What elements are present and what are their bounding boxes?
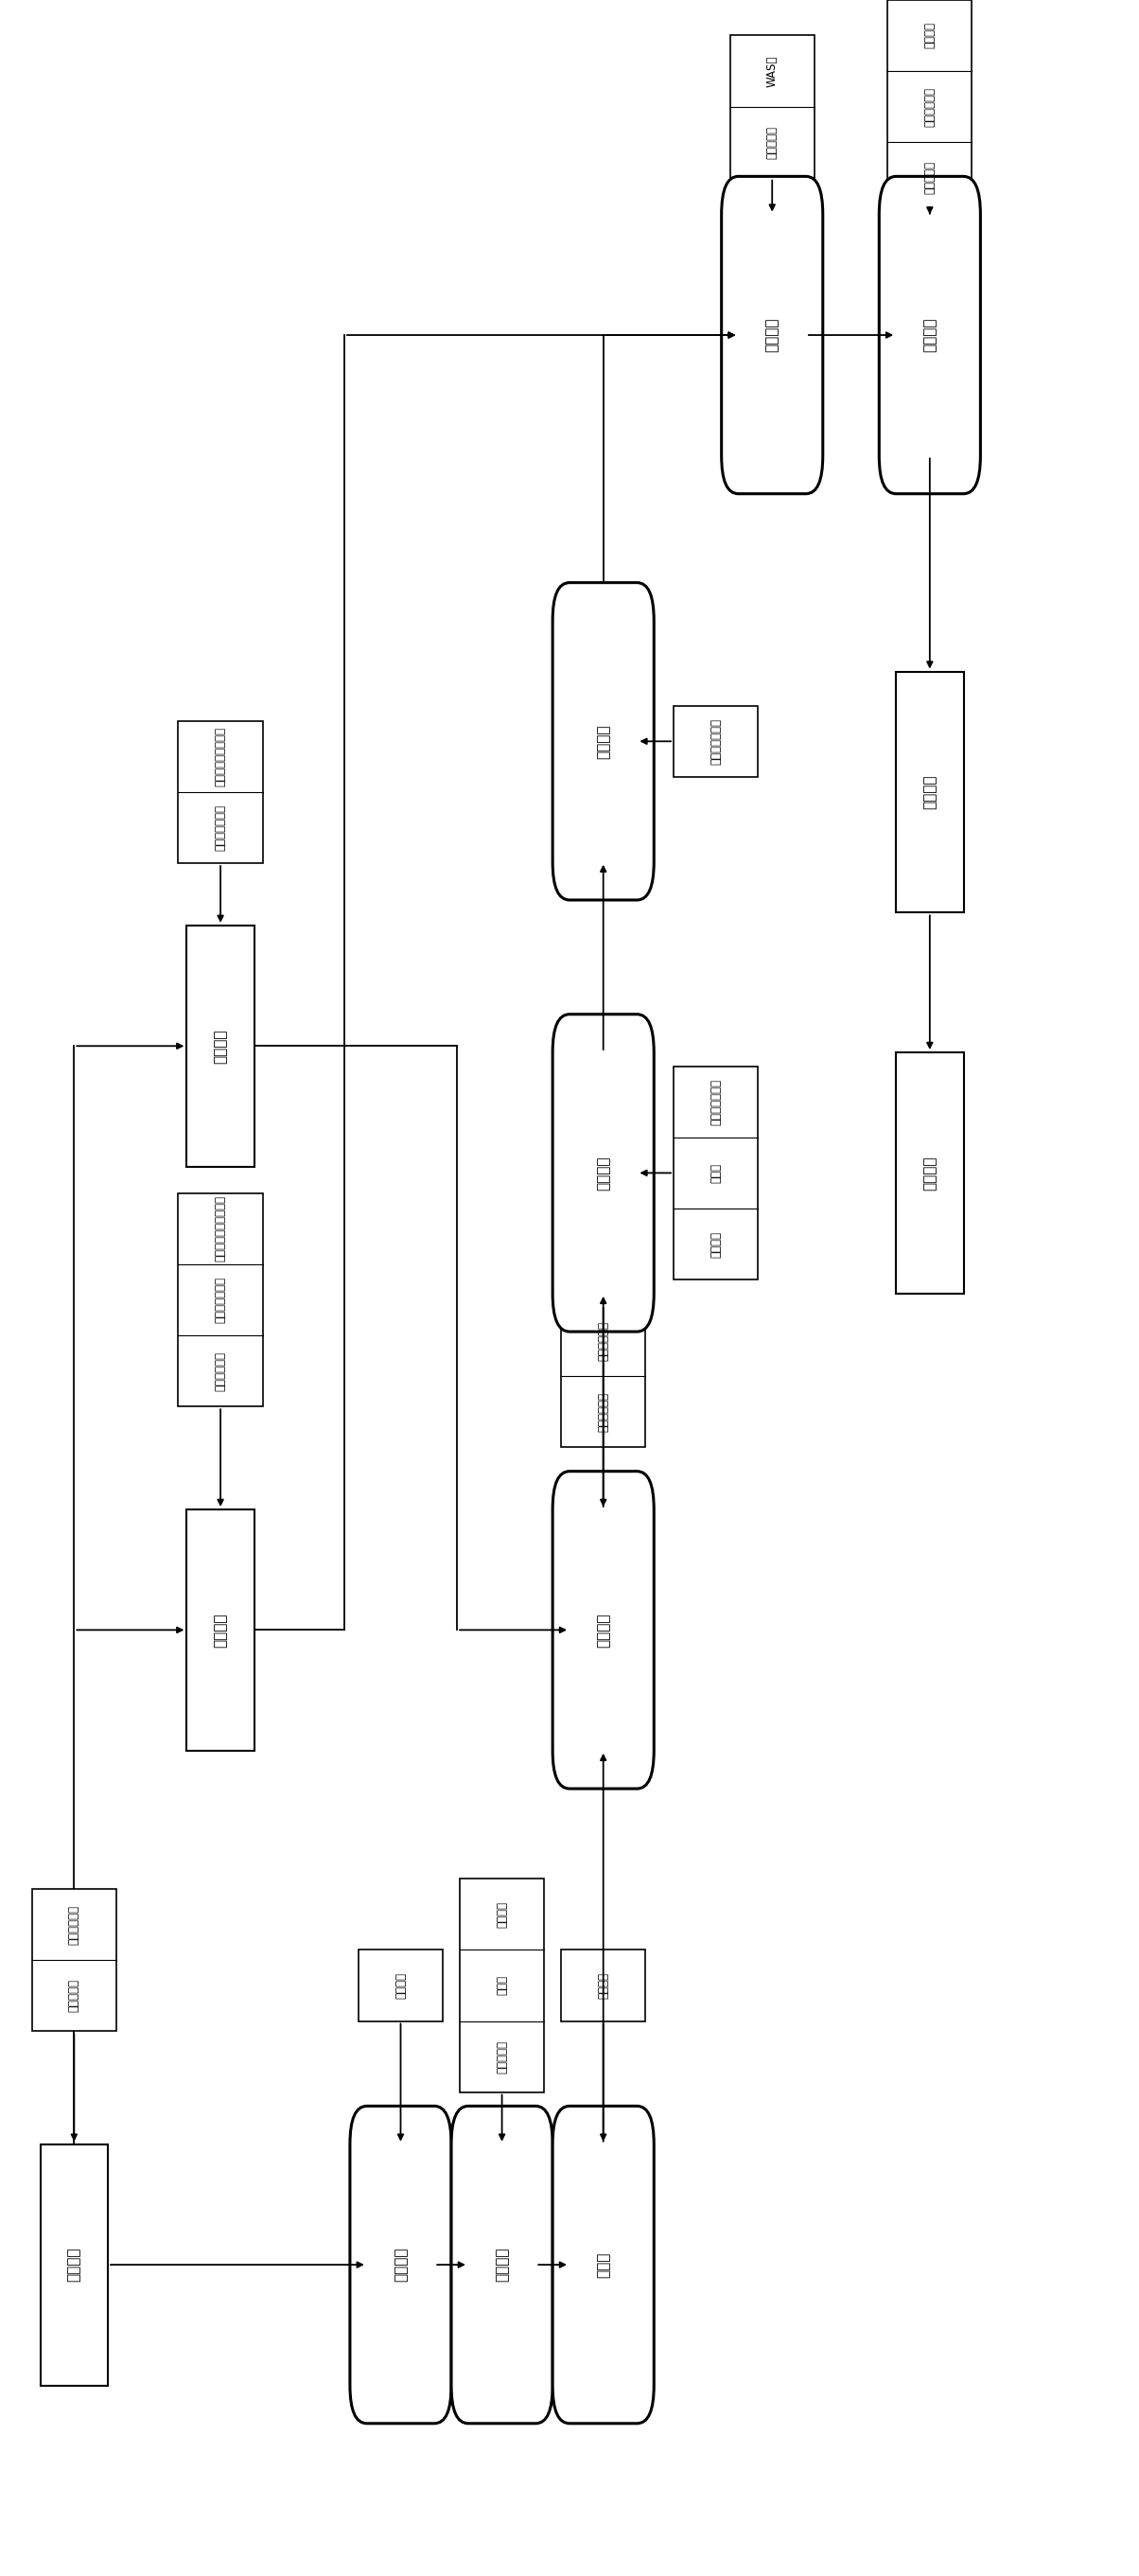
FancyBboxPatch shape — [187, 925, 254, 1167]
Text: 质量计划: 质量计划 — [924, 23, 936, 49]
Text: WAS单: WAS单 — [767, 54, 778, 88]
Text: 装配图: 装配图 — [495, 1976, 508, 1996]
FancyBboxPatch shape — [451, 2107, 552, 2424]
Bar — [562, 1306, 646, 1448]
Text: 出厂试验报告: 出厂试验报告 — [597, 1391, 609, 1432]
Text: 合同文本: 合同文本 — [394, 1973, 407, 1999]
Text: 仪表特性清单: 仪表特性清单 — [68, 1904, 80, 1945]
Text: 验收入库: 验收入库 — [596, 724, 611, 757]
FancyBboxPatch shape — [896, 672, 964, 912]
Text: 制造图纸: 制造图纸 — [495, 1901, 508, 1927]
Text: 仪表架清单: 仪表架清单 — [68, 1978, 80, 2012]
Text: 开箱联检意见单: 开箱联检意见单 — [710, 719, 722, 765]
Bar — [673, 1066, 759, 1280]
Text: 质量文件: 质量文件 — [710, 1231, 722, 1257]
Text: 合同签订: 合同签订 — [394, 2246, 408, 2282]
Text: 联检意见单: 联检意见单 — [924, 162, 936, 193]
FancyBboxPatch shape — [552, 1015, 654, 1332]
Text: 制造完工报告: 制造完工报告 — [597, 1321, 609, 1360]
Bar — [730, 36, 814, 178]
Bar — [32, 1888, 116, 2030]
Text: 技术规格书及数据表: 技术规格书及数据表 — [214, 726, 227, 786]
Text: 制造准备: 制造准备 — [494, 2246, 509, 2282]
FancyBboxPatch shape — [552, 1471, 654, 1788]
Text: 仪表校验单: 仪表校验单 — [767, 126, 778, 160]
Text: 布置设计: 布置设计 — [213, 1613, 228, 1646]
FancyBboxPatch shape — [552, 582, 654, 899]
Text: 装箱发货: 装箱发货 — [596, 1157, 611, 1190]
Bar — [359, 1950, 443, 2022]
FancyBboxPatch shape — [896, 1054, 964, 1293]
Bar — [179, 1193, 263, 1406]
Bar — [562, 1950, 646, 2022]
Text: 装箱单: 装箱单 — [710, 1162, 722, 1182]
Bar — [673, 706, 759, 778]
Text: 施工图材料清单: 施工图材料清单 — [710, 1079, 722, 1126]
Text: 仪表阀门清单: 仪表阀门清单 — [214, 1352, 227, 1391]
Text: 调试试验: 调试试验 — [923, 1157, 937, 1190]
Text: 安装准备: 安装准备 — [765, 317, 779, 353]
Text: 安装完工报告: 安装完工报告 — [924, 88, 936, 126]
Text: 设备设计: 设备设计 — [213, 1028, 228, 1064]
Text: 零配件材料手册: 零配件材料手册 — [214, 804, 227, 850]
Text: 现场安装: 现场安装 — [923, 317, 937, 353]
Text: 系统设计: 系统设计 — [67, 2246, 81, 2282]
FancyBboxPatch shape — [879, 175, 981, 495]
FancyBboxPatch shape — [552, 2107, 654, 2424]
Bar — [179, 721, 263, 863]
Text: 施工图材料清单: 施工图材料清单 — [214, 1278, 227, 1324]
Text: 设备制造: 设备制造 — [596, 1613, 611, 1646]
Text: 订单文件: 订单文件 — [597, 1973, 609, 1999]
Bar — [460, 1878, 544, 2092]
FancyBboxPatch shape — [350, 2107, 451, 2424]
FancyBboxPatch shape — [187, 1510, 254, 1752]
Text: 调试准备: 调试准备 — [923, 775, 937, 809]
FancyBboxPatch shape — [721, 175, 822, 495]
Text: 下订单: 下订单 — [596, 2251, 611, 2277]
FancyBboxPatch shape — [40, 2143, 108, 2385]
Text: 传感器及仪表管安装图: 传感器及仪表管安装图 — [214, 1195, 227, 1262]
Text: 安装标准图: 安装标准图 — [495, 2040, 508, 2074]
Bar — [887, 0, 972, 214]
